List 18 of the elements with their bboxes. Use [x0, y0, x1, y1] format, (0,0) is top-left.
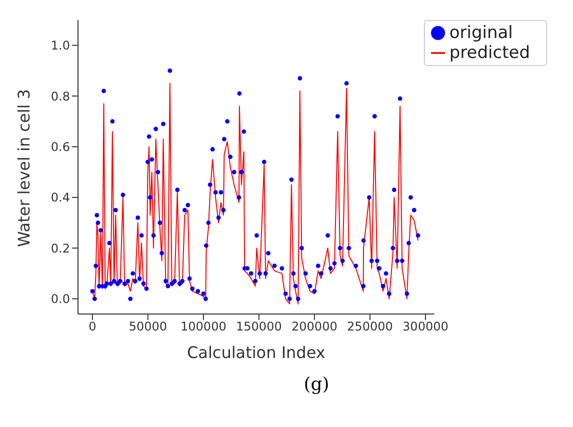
- legend-label: original: [449, 23, 513, 43]
- x-axis-title: Calculation Index: [186, 343, 326, 362]
- text: (g): [302, 374, 330, 395]
- y-tick-label: 0.6: [50, 140, 70, 154]
- x-tick-label: 100000: [180, 320, 226, 334]
- x-tick-label: 0: [88, 320, 96, 334]
- y-tick-label: 0.2: [50, 241, 70, 256]
- x-tick-label: 250000: [347, 320, 393, 334]
- x-tick-label: 200000: [292, 320, 338, 334]
- y-tick-label: 0.8: [50, 89, 70, 104]
- x-tick-label: 150000: [236, 320, 282, 334]
- x-tick-label: 300000: [402, 320, 448, 334]
- y-tick-label: 0.0: [50, 292, 70, 306]
- x-tick-label: 50000: [128, 320, 168, 334]
- y-tick-label: 0.4: [50, 190, 70, 205]
- y-tick-label: 1.0: [50, 38, 70, 53]
- y-axis-title: Water level in cell 3: [14, 89, 34, 247]
- legend-label: predicted: [449, 43, 530, 63]
